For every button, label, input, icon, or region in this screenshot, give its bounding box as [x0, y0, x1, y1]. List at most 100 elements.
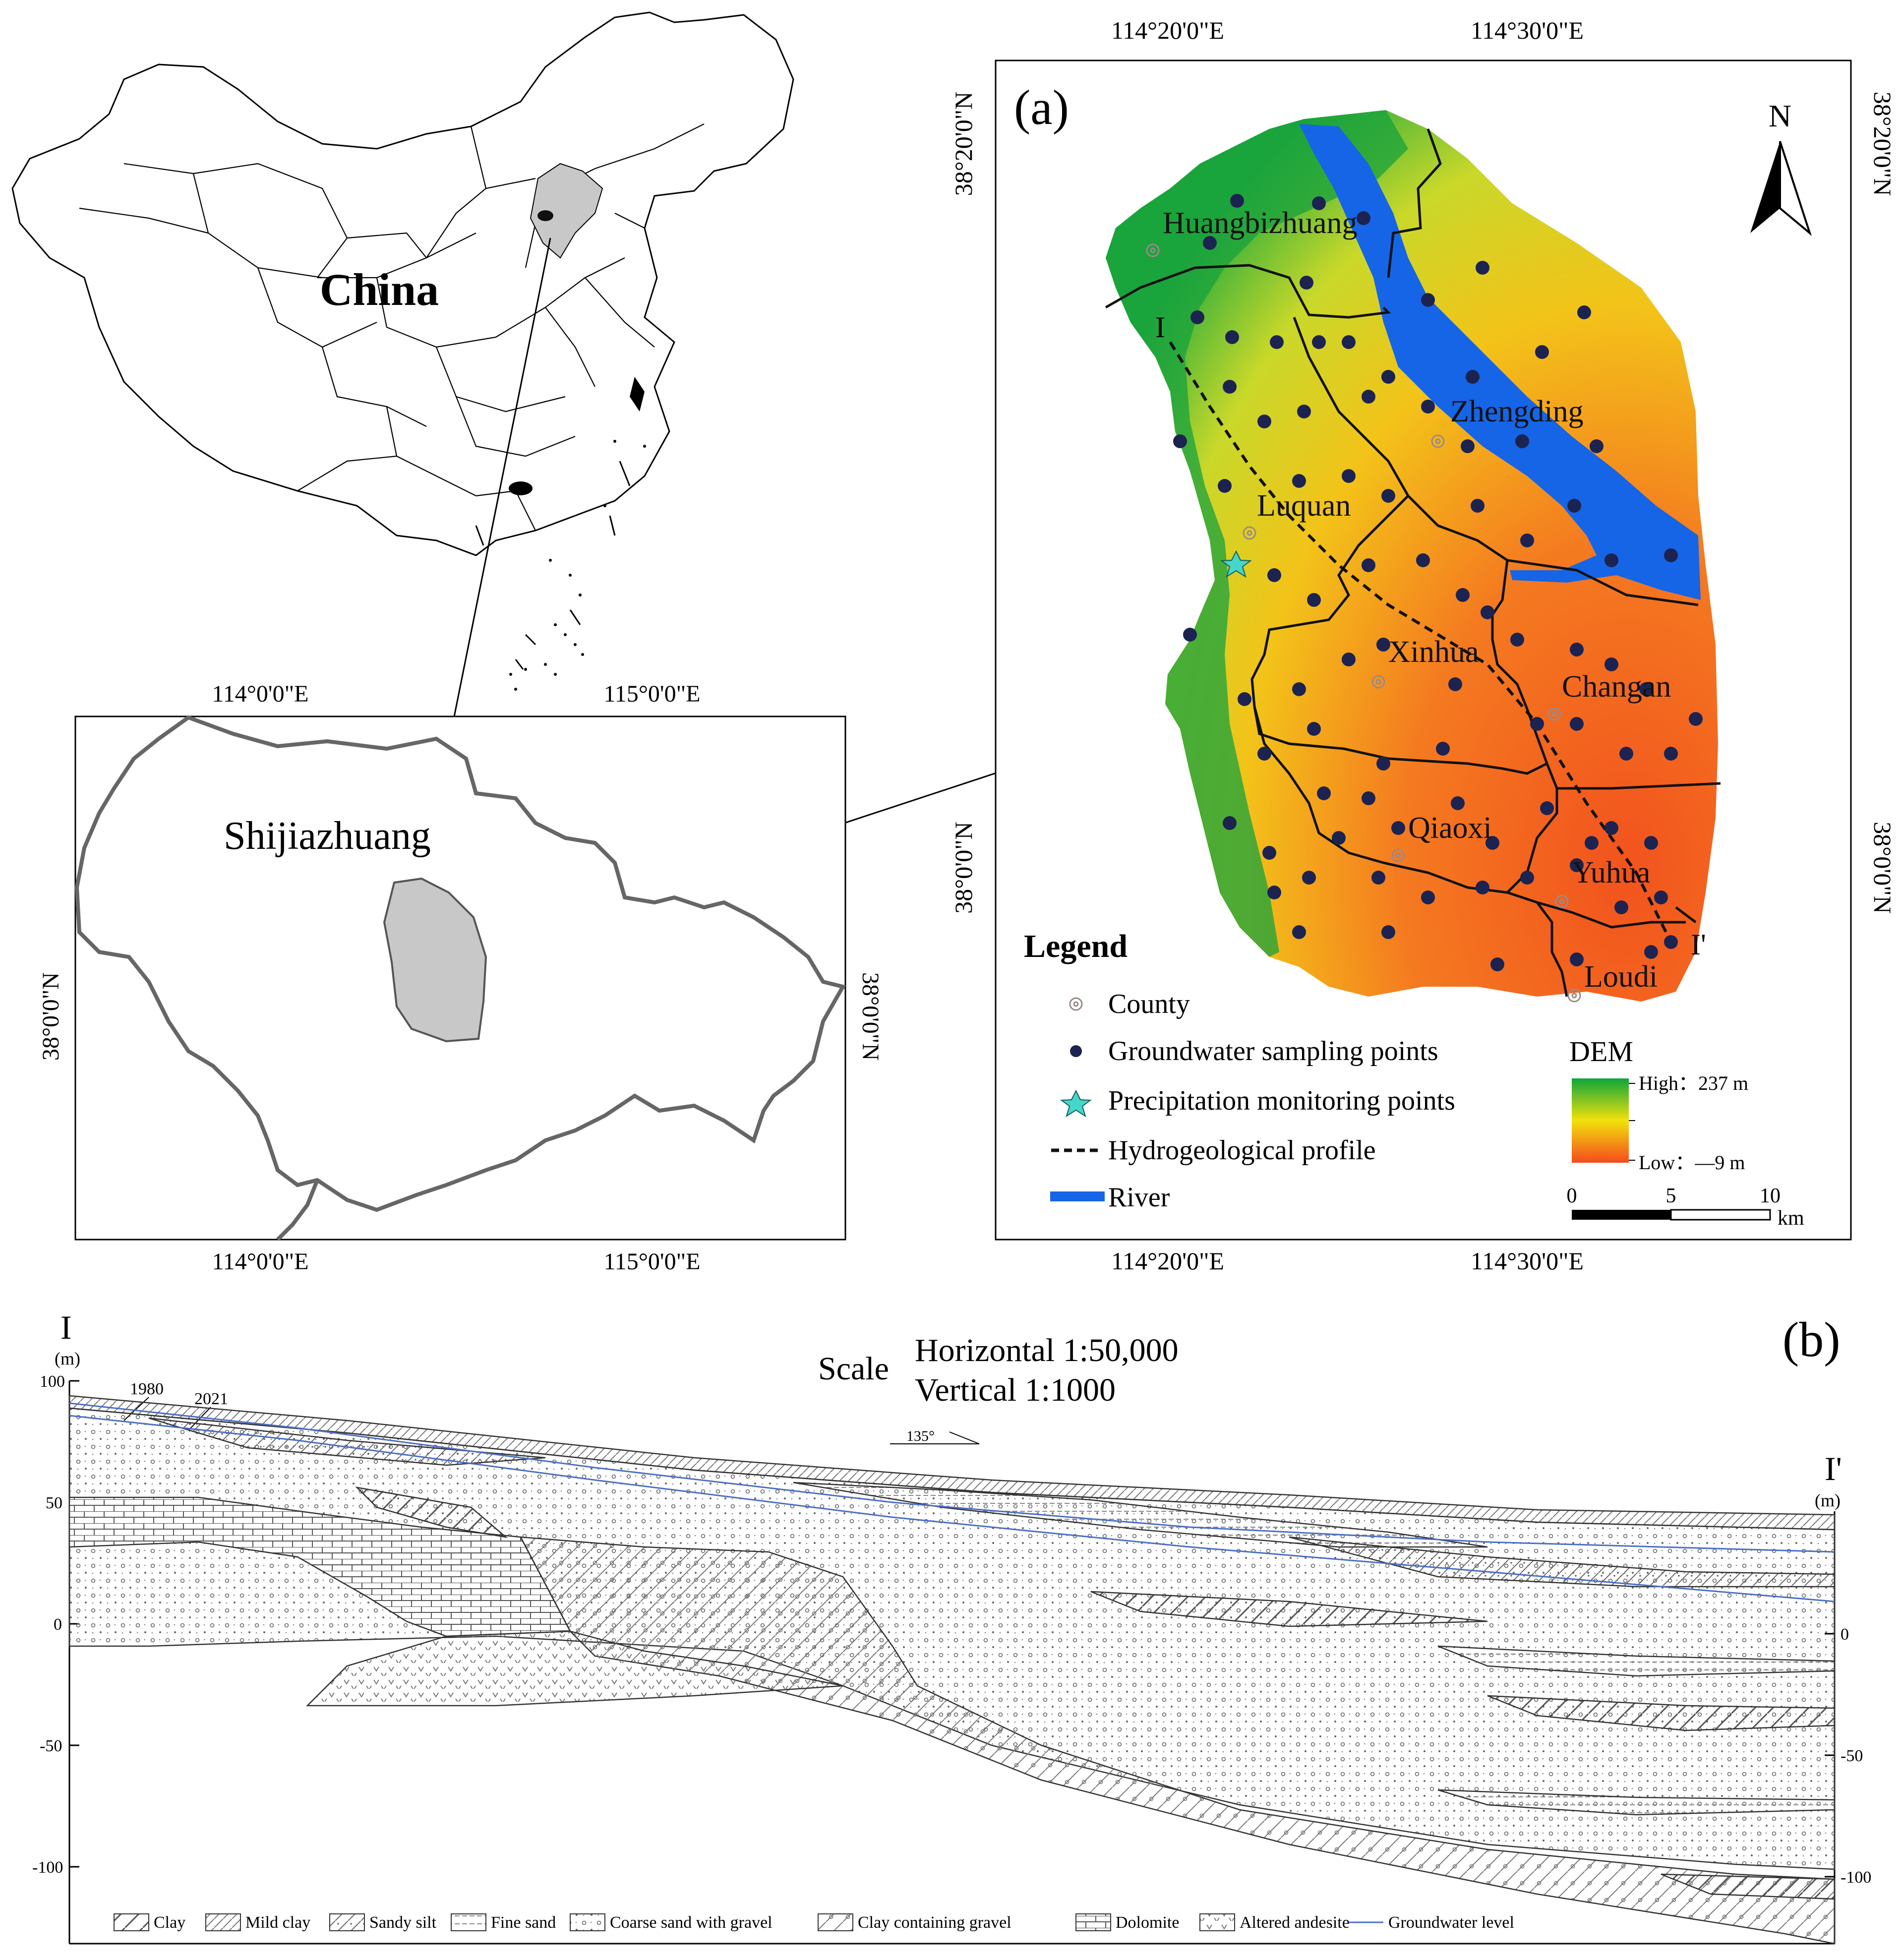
sampling-point: [1461, 439, 1475, 453]
sampling-point: [1485, 836, 1499, 850]
sampling-point: [1540, 801, 1554, 815]
star-legend-icon: [1060, 1089, 1092, 1118]
profile-end-label: I': [1691, 928, 1706, 961]
year-2021: 2021: [194, 1390, 228, 1408]
layer-clay-lens-3: [1661, 1873, 1836, 1900]
profile-start-label: I: [1155, 311, 1165, 344]
sampling-point: [1362, 791, 1375, 805]
sampling-point: [1570, 858, 1584, 872]
sampling-point: [1238, 692, 1251, 706]
sampling-point: [1292, 925, 1306, 939]
sampling-point: [1476, 261, 1489, 275]
district-changan: Changan: [1562, 670, 1671, 704]
legend-profile: Hydrogeological profile: [1108, 1135, 1376, 1166]
sampling-point: [1173, 434, 1187, 448]
study-area-inset: [383, 877, 487, 1043]
groundwater-level-1980: [69, 1402, 1835, 1553]
dem-high: High：237 m: [1639, 1072, 1748, 1094]
dem-green-west: [1106, 110, 1408, 957]
sampling-point: [1190, 310, 1204, 324]
vertical-scale: Vertical 1:1000: [915, 1372, 1116, 1408]
sampling-point: [1307, 593, 1321, 607]
map-legend: Legend County Groundwater sampling point…: [1024, 928, 1455, 1213]
sampling-point: [1530, 717, 1544, 731]
sampling-points: [1173, 194, 1703, 971]
sampling-point: [1292, 474, 1306, 488]
layer-fine-sand-lens-2: [1437, 1645, 1836, 1677]
sampling-point: [1267, 568, 1281, 582]
inset-lon-bottom-2: 115°0'0"E: [604, 1248, 701, 1275]
county-legend-icon: [1073, 1001, 1079, 1007]
panel-a-lon-bottom-2: 114°30'0"E: [1471, 1247, 1584, 1275]
clay-legend-icon: [114, 1913, 149, 1931]
sampling-point: [1416, 553, 1430, 567]
dolomite-legend-icon: [1075, 1913, 1111, 1931]
layer-mild-clay-top: [68, 1395, 1836, 1531]
legend-sandy-silt: Sandy silt: [369, 1913, 437, 1932]
dem-color-ramp: [1572, 1078, 1629, 1163]
left-tick-50: 50: [46, 1494, 62, 1512]
inset-lon-bottom-1: 114°0'0"E: [212, 1248, 309, 1275]
sampling-point: [1262, 846, 1276, 860]
legend-andesite: Altered andesite: [1240, 1913, 1350, 1932]
profile-left-label: I: [60, 1308, 72, 1346]
sampling-point: [1332, 831, 1346, 845]
sampling-point: [1218, 479, 1232, 493]
clay-gravel-legend-icon: [818, 1913, 853, 1931]
panel-a-tag: (a): [1014, 80, 1069, 135]
sampling-point: [1302, 871, 1316, 885]
china-map: China: [11, 11, 794, 691]
pointer-arrow-china: [449, 238, 551, 737]
dem-study-area: [1106, 110, 1718, 1002]
sampling-point: [1614, 900, 1628, 914]
layer-clay-lens-1: [1090, 1591, 1488, 1627]
sampling-point: [1421, 891, 1435, 904]
scale-unit: km: [1778, 1207, 1804, 1230]
fine-sand-legend-icon: [451, 1913, 486, 1931]
sampling-point: [1535, 345, 1549, 359]
panel-b: (b) I (m) I' (m) Scale Horizontal 1:50,0…: [32, 1308, 1871, 1945]
left-unit: (m): [55, 1349, 80, 1368]
sampling-point: [1476, 881, 1489, 894]
sampling-point: [1570, 952, 1584, 966]
sampling-point: [1664, 747, 1678, 761]
precipitation-star: [1220, 550, 1252, 578]
sampling-point: [1312, 335, 1326, 349]
district-boundaries: [1105, 128, 1721, 997]
inset-lon-top-1: 114°0'0"E: [212, 681, 309, 707]
left-tick-100: 100: [40, 1372, 65, 1391]
sampling-point: [1510, 633, 1524, 647]
horizontal-scale: Horizontal 1:50,000: [915, 1332, 1179, 1368]
china-outline: [11, 11, 794, 556]
legend-sampling: Groundwater sampling points: [1108, 1036, 1438, 1067]
left-tick-minus50: -50: [40, 1737, 62, 1755]
sampling-point: [1481, 605, 1494, 619]
panel-a: (a) 114°20'0"E 114°30'0"E 114°20'0"E 114…: [950, 16, 1897, 1275]
sampling-point: [1664, 548, 1678, 562]
district-yuhua: Yuhua: [1572, 856, 1650, 890]
county-markers: [1146, 243, 1581, 1003]
sampling-point: [1317, 786, 1331, 800]
sampling-point: [1664, 935, 1678, 949]
right-tick-minus50: -50: [1841, 1747, 1863, 1765]
inset-lon-top-2: 115°0'0"E: [604, 681, 701, 707]
panel-a-lon-top-1: 114°20'0"E: [1111, 16, 1224, 44]
dem-legend: DEM High：237 m Low：—9 m: [1569, 1035, 1748, 1174]
right-tick-minus100: -100: [1841, 1868, 1871, 1887]
sampling-point: [1376, 757, 1390, 771]
layer-fine-sand-lens-3: [1437, 1789, 1836, 1816]
sampling-point: [1421, 400, 1435, 414]
dem-low: Low：—9 m: [1639, 1151, 1745, 1174]
sampling-point: [1376, 638, 1390, 652]
sampling-point: [1689, 712, 1703, 726]
district-luquan: Luquan: [1257, 489, 1351, 523]
legend-county: County: [1108, 989, 1190, 1019]
sampling-point: [1292, 682, 1306, 696]
andesite-legend-icon: [1199, 1913, 1235, 1931]
province-borders: [79, 123, 705, 531]
sampling-point: [1371, 871, 1385, 885]
left-tick-minus100: -100: [32, 1858, 63, 1877]
sampling-point: [1342, 335, 1356, 349]
legend-clay-gravel: Clay containing gravel: [858, 1913, 1011, 1932]
legend-mild-clay: Mild clay: [245, 1913, 310, 1932]
